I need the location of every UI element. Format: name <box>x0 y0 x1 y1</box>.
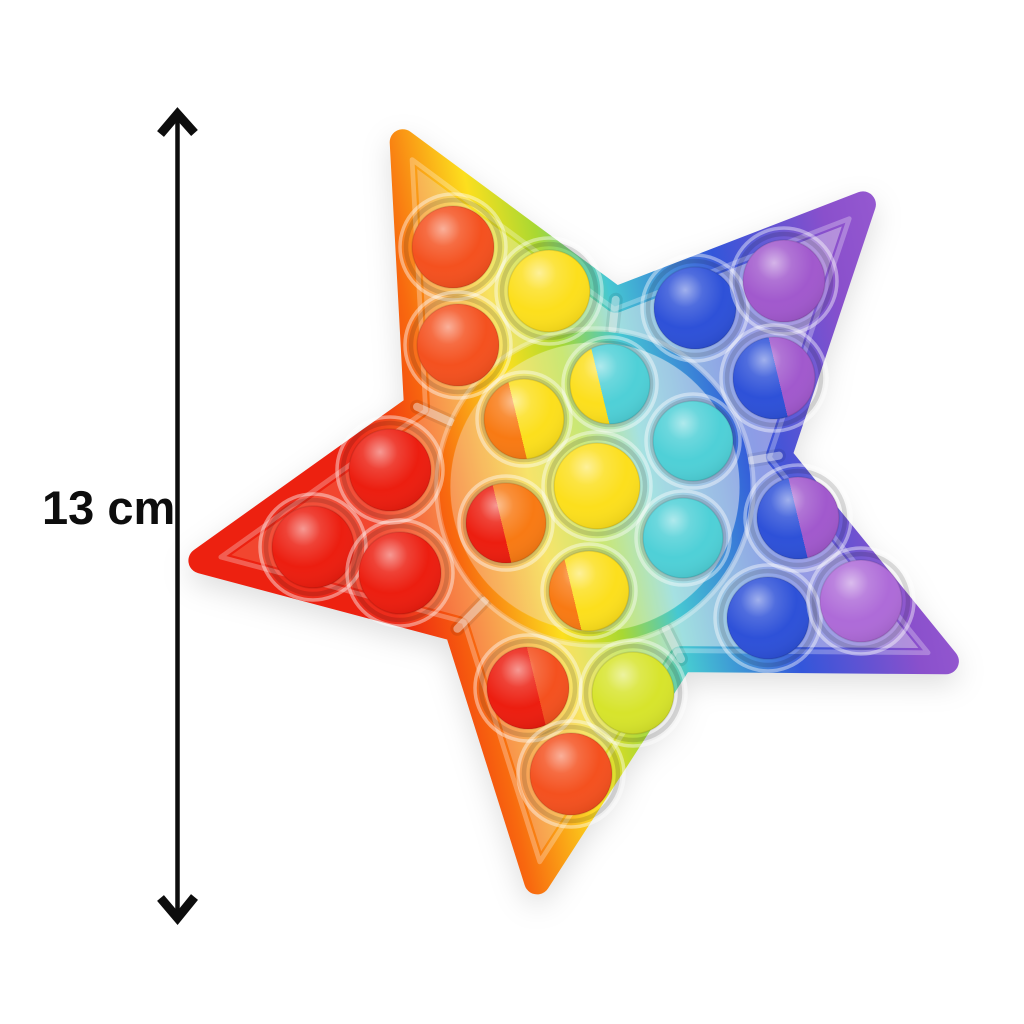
pop-bubble <box>335 415 445 525</box>
pop-bubble <box>713 563 823 673</box>
bubble-shine <box>592 652 674 734</box>
bubble-shine <box>412 206 494 288</box>
center-circle-highlight <box>434 326 756 648</box>
arrow-head-bottom <box>157 894 198 926</box>
pop-bubble <box>634 489 732 587</box>
bubble-shine <box>272 506 354 588</box>
arm-divider-ridge-shadow <box>605 292 623 337</box>
bubble-cup-inner <box>546 435 648 537</box>
arm-divider-ridge-shadow <box>658 621 689 667</box>
star-pop-it-toy <box>188 129 959 895</box>
pop-bubble <box>644 392 742 490</box>
bubble-cup-inner <box>521 724 621 824</box>
pop-bubble <box>398 192 508 302</box>
bubble-cup-inner <box>566 340 654 428</box>
bubble-shine <box>508 250 590 332</box>
pop-bubble <box>403 290 513 400</box>
pop-bubble <box>475 370 573 468</box>
pop-bubble <box>806 546 916 656</box>
pop-bubble <box>719 323 829 433</box>
bubble-cup-inner <box>811 551 911 651</box>
bubble-shine <box>654 267 736 349</box>
bubble-shine <box>757 477 839 559</box>
bubble-cup-inner <box>748 468 848 568</box>
bubble-cup-inner <box>340 420 440 520</box>
pop-bubble <box>743 463 853 573</box>
bubble-cup-inner <box>499 241 599 341</box>
arm-divider-ridge-shadow <box>743 448 786 468</box>
pop-bubble <box>640 253 750 363</box>
pop-bubble <box>473 633 583 743</box>
bubble-shine <box>733 337 815 419</box>
arm-divider-ridge <box>746 451 783 465</box>
pop-bubble <box>729 226 839 336</box>
bubble-shine <box>359 532 441 614</box>
pop-bubble <box>345 518 455 628</box>
bubble-shine <box>570 344 650 424</box>
bubble-shine <box>554 443 640 529</box>
pop-bubble <box>494 236 604 346</box>
bubble-shine <box>820 560 902 642</box>
arm-divider-ridge <box>453 596 489 633</box>
bubble-shine <box>484 379 564 459</box>
arrow-head-top <box>157 107 198 137</box>
pop-bubble <box>258 492 368 602</box>
bubble-shine <box>549 551 629 631</box>
pop-bubble <box>516 719 626 829</box>
bubble-cup-inner <box>645 258 745 358</box>
bubble-shine <box>417 304 499 386</box>
bubble-cup-inner <box>480 375 568 463</box>
bubble-shine <box>466 483 546 563</box>
bubble-shine <box>349 429 431 511</box>
pop-bubble <box>540 542 638 640</box>
bubble-cup-inner <box>734 231 834 331</box>
bubble-shine <box>653 401 733 481</box>
bubble-cup-inner <box>583 643 683 743</box>
bubble-cup-inner <box>462 479 550 567</box>
pop-bubble <box>578 638 688 748</box>
bubble-cup-inner <box>478 638 578 738</box>
bubble-shine <box>643 498 723 578</box>
pop-bubble <box>457 474 555 572</box>
pop-bubble <box>561 335 659 433</box>
bubble-cup-inner <box>403 197 503 297</box>
bubble-cup-inner <box>545 547 633 635</box>
arm-divider-ridge <box>412 402 455 427</box>
bubble-shine <box>487 647 569 729</box>
bubble-shine <box>530 733 612 815</box>
bubble-cup-inner <box>639 494 727 582</box>
bubble-cup-inner <box>350 523 450 623</box>
arm-divider-ridge-shadow <box>409 399 458 430</box>
arm-divider-ridge <box>608 295 620 334</box>
arm-divider-ridge-shadow <box>450 593 492 636</box>
bubble-cup-inner <box>408 295 508 395</box>
arm-divider-ridge <box>661 624 686 664</box>
pop-bubble <box>541 430 653 542</box>
measurement-arrow <box>157 107 198 926</box>
bubble-cup-inner <box>649 397 737 485</box>
bubble-cup-inner <box>263 497 363 597</box>
bubble-cup-inner <box>718 568 818 668</box>
bubble-shine <box>727 577 809 659</box>
bubble-cup-inner <box>724 328 824 428</box>
measurement-label: 13 cm <box>42 481 176 534</box>
bubble-shine <box>743 240 825 322</box>
